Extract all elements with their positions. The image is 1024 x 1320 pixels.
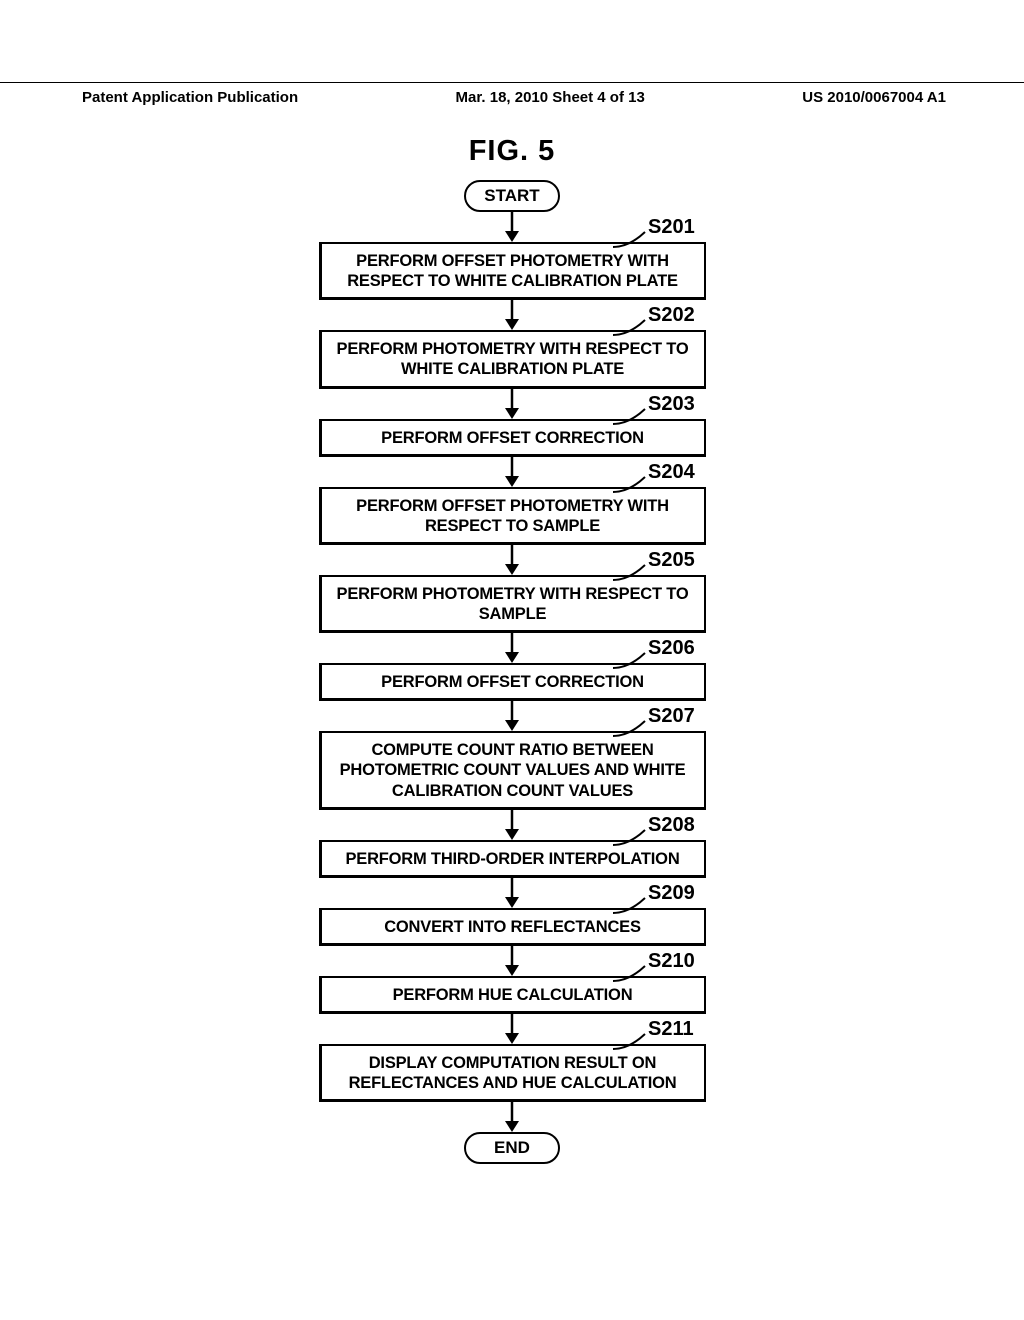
process-box: PERFORM PHOTOMETRY WITH RESPECT TO WHITE… bbox=[319, 330, 706, 388]
start-terminal: START bbox=[464, 180, 560, 212]
step-label: S206 bbox=[648, 637, 695, 660]
step-label: S209 bbox=[648, 882, 695, 905]
arrow bbox=[0, 545, 1024, 575]
arrow bbox=[0, 300, 1024, 330]
arrow bbox=[0, 1014, 1024, 1044]
header-left: Patent Application Publication bbox=[82, 89, 298, 106]
patent-page: Patent Application Publication Mar. 18, … bbox=[0, 0, 1024, 1320]
step-label: S210 bbox=[648, 950, 695, 973]
arrow bbox=[0, 389, 1024, 419]
step-row-s208: S208PERFORM THIRD-ORDER INTERPOLATION bbox=[0, 840, 1024, 878]
step-row-s202: S202PERFORM PHOTOMETRY WITH RESPECT TO W… bbox=[0, 330, 1024, 388]
step-row-s205: S205PERFORM PHOTOMETRY WITH RESPECT TO S… bbox=[0, 575, 1024, 633]
arrow bbox=[0, 701, 1024, 731]
step-label: S205 bbox=[648, 549, 695, 572]
step-row-s204: S204PERFORM OFFSET PHOTOMETRY WITH RESPE… bbox=[0, 487, 1024, 545]
arrow bbox=[0, 212, 1024, 242]
leader-line bbox=[613, 563, 649, 581]
leader-line bbox=[613, 407, 649, 425]
process-box: PERFORM PHOTOMETRY WITH RESPECT TO SAMPL… bbox=[319, 575, 706, 633]
end-terminal: END bbox=[464, 1132, 560, 1164]
header-center: Mar. 18, 2010 Sheet 4 of 13 bbox=[456, 89, 645, 106]
figure-title: FIG. 5 bbox=[0, 135, 1024, 168]
page-header: Patent Application Publication Mar. 18, … bbox=[0, 82, 1024, 106]
step-row-s210: S210PERFORM HUE CALCULATION bbox=[0, 976, 1024, 1014]
process-box: PERFORM OFFSET PHOTOMETRY WITH RESPECT T… bbox=[319, 487, 706, 545]
arrow bbox=[0, 633, 1024, 663]
step-row-s209: S209CONVERT INTO REFLECTANCES bbox=[0, 908, 1024, 946]
step-label: S207 bbox=[648, 705, 695, 728]
step-row-s201: S201PERFORM OFFSET PHOTOMETRY WITH RESPE… bbox=[0, 242, 1024, 300]
process-box: COMPUTE COUNT RATIO BETWEEN PHOTOMETRIC … bbox=[319, 731, 706, 809]
leader-line bbox=[613, 896, 649, 914]
step-label: S202 bbox=[648, 304, 695, 327]
arrow bbox=[0, 457, 1024, 487]
step-label: S204 bbox=[648, 461, 695, 484]
arrow bbox=[0, 810, 1024, 840]
step-label: S203 bbox=[648, 393, 695, 416]
header-right: US 2010/0067004 A1 bbox=[802, 89, 946, 106]
flowchart: START S201PERFORM OFFSET PHOTOMETRY WITH… bbox=[0, 180, 1024, 1164]
arrow bbox=[0, 878, 1024, 908]
process-box: DISPLAY COMPUTATION RESULT ON REFLECTANC… bbox=[319, 1044, 706, 1102]
step-row-s203: S203PERFORM OFFSET CORRECTION bbox=[0, 419, 1024, 457]
leader-line bbox=[613, 1032, 649, 1050]
step-label: S208 bbox=[648, 814, 695, 837]
leader-line bbox=[613, 719, 649, 737]
leader-line bbox=[613, 475, 649, 493]
step-row-s207: S207COMPUTE COUNT RATIO BETWEEN PHOTOMET… bbox=[0, 731, 1024, 809]
arrow-end bbox=[0, 1102, 1024, 1132]
leader-line bbox=[613, 651, 649, 669]
leader-line bbox=[613, 318, 649, 336]
process-box: PERFORM OFFSET PHOTOMETRY WITH RESPECT T… bbox=[319, 242, 706, 300]
step-label: S211 bbox=[648, 1018, 694, 1041]
step-row-s206: S206PERFORM OFFSET CORRECTION bbox=[0, 663, 1024, 701]
leader-line bbox=[613, 828, 649, 846]
step-label: S201 bbox=[648, 216, 695, 239]
arrow bbox=[0, 946, 1024, 976]
leader-line bbox=[613, 230, 649, 248]
leader-line bbox=[613, 964, 649, 982]
step-row-s211: S211DISPLAY COMPUTATION RESULT ON REFLEC… bbox=[0, 1044, 1024, 1102]
